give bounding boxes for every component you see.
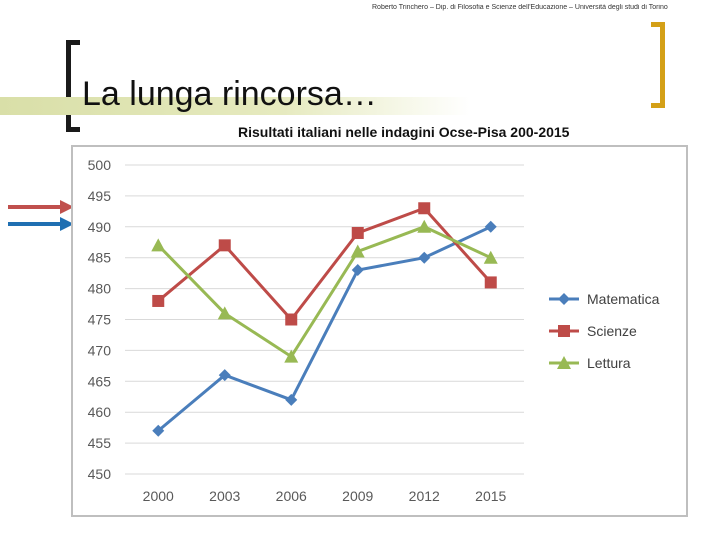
slide-title: La lunga rincorsa… <box>82 75 377 113</box>
data-point-scienze <box>351 226 364 239</box>
data-point-scienze <box>152 294 165 307</box>
legend-marker-lettura <box>557 356 571 369</box>
data-point-lettura <box>417 219 432 233</box>
legend-label-matematica: Matematica <box>587 291 660 307</box>
header-credit: Roberto Trinchero – Dip. di Filosofia e … <box>372 4 668 11</box>
x-tick-label: 2015 <box>475 488 506 504</box>
data-point-lettura <box>217 306 232 320</box>
data-point-matematica <box>418 251 431 264</box>
side-arrow-head <box>60 217 74 231</box>
data-point-matematica <box>285 393 298 406</box>
legend-marker-scienze <box>558 325 570 337</box>
y-tick-label: 470 <box>88 342 112 358</box>
series-line-lettura <box>157 225 492 359</box>
right-bracket-decoration <box>651 22 665 108</box>
chart-frame: 450 455 460 465 470 475 480 485 490 495 500 2000 200… <box>71 145 688 517</box>
legend-label-lettura: Lettura <box>587 355 631 371</box>
legend-label-scienze: Scienze <box>587 323 637 339</box>
data-point-scienze <box>218 239 231 252</box>
legend-marker-matematica <box>558 293 570 305</box>
x-tick-label: 2009 <box>342 488 373 504</box>
x-tick-label: 2012 <box>409 488 440 504</box>
y-tick-label: 490 <box>88 219 112 235</box>
data-point-scienze <box>484 276 497 289</box>
y-tick-label: 450 <box>88 466 112 482</box>
y-tick-label: 465 <box>88 373 112 389</box>
data-point-matematica <box>484 220 497 233</box>
y-tick-label: 460 <box>88 404 112 420</box>
data-point-matematica <box>218 369 231 382</box>
side-arrows <box>8 200 74 231</box>
side-arrow-head <box>60 200 74 214</box>
data-point-matematica <box>152 424 165 437</box>
series-line-scienze <box>157 206 492 322</box>
title-underline-band <box>0 97 470 115</box>
y-tick-label: 500 <box>88 157 112 173</box>
y-tick-label: 495 <box>88 188 112 204</box>
x-tick-label: 2000 <box>143 488 174 504</box>
data-point-matematica <box>351 264 364 277</box>
data-point-scienze <box>285 313 298 326</box>
chart-title: Risultati italiani nelle indagini Ocse-P… <box>238 124 570 140</box>
line-chart: 450 455 460 465 470 475 480 485 490 495 500 2000 200… <box>88 157 660 504</box>
y-tick-label: 485 <box>88 250 112 266</box>
data-point-lettura <box>151 238 166 252</box>
y-tick-label: 475 <box>88 312 112 328</box>
data-point-lettura <box>350 244 365 258</box>
y-tick-label: 480 <box>88 281 112 297</box>
series-line-matematica <box>157 225 492 432</box>
data-point-lettura <box>483 250 498 264</box>
left-bracket-decoration <box>66 40 80 132</box>
x-tick-label: 2003 <box>209 488 240 504</box>
y-tick-label: 455 <box>88 435 112 451</box>
data-point-scienze <box>418 202 431 215</box>
data-point-lettura <box>284 349 299 363</box>
x-tick-label: 2006 <box>276 488 307 504</box>
